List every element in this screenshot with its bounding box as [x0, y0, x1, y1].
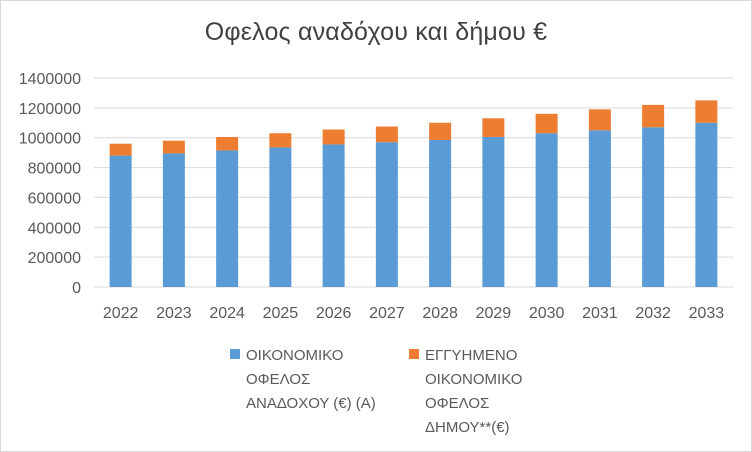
bar-municipality: [535, 113, 558, 134]
x-tick-label: 2030: [529, 305, 565, 322]
y-tick-label: 600000: [28, 190, 81, 207]
x-tick-label: 2023: [156, 305, 192, 322]
bar-municipality: [588, 109, 611, 131]
legend-item-contractor: ΟΙΚΟΝΟΜΙΚΟ ΟΦΕΛΟΣ ΑΝΑΔΟΧΟΥ (€) (Α): [230, 344, 406, 416]
x-tick-label: 2033: [689, 305, 725, 322]
x-tick-label: 2024: [209, 305, 245, 322]
y-tick-label: 800000: [28, 161, 81, 178]
x-tick-label: 2028: [422, 305, 458, 322]
bar-municipality: [642, 104, 665, 128]
bar-contractor: [162, 153, 185, 287]
bar-contractor: [375, 142, 398, 287]
legend-item-municipality: ΕΓΓΥΗΜΕΝΟ ΟΙΚΟΝΟΜΙΚΟ ΟΦΕΛΟΣ ΔΗΜΟΥ**(€): [409, 344, 585, 440]
y-tick-label: 1200000: [19, 101, 81, 118]
bar-contractor: [109, 155, 132, 287]
bar-municipality: [375, 126, 398, 143]
x-tick-label: 2022: [103, 305, 139, 322]
y-tick-label: 1000000: [19, 131, 81, 148]
bar-municipality: [109, 143, 132, 156]
bar-contractor: [322, 144, 345, 287]
x-tick-label: 2031: [582, 305, 618, 322]
bar-contractor: [695, 122, 718, 288]
bar-contractor: [429, 139, 452, 287]
y-tick-label: 0: [72, 280, 81, 297]
legend-swatch-municipality: [409, 349, 419, 359]
bar-contractor: [482, 136, 505, 287]
bar-contractor: [535, 133, 558, 287]
x-tick-label: 2032: [635, 305, 671, 322]
chart-title: Οφελος αναδόχου και δήμου €: [204, 18, 548, 46]
bar-municipality: [269, 133, 292, 148]
bar-contractor: [216, 150, 239, 287]
bar-municipality: [162, 140, 185, 154]
y-tick-label: 1400000: [19, 71, 81, 88]
x-tick-label: 2027: [369, 305, 405, 322]
bar-municipality: [429, 122, 452, 140]
bar-municipality: [216, 136, 239, 151]
bar-municipality: [695, 100, 718, 123]
legend-label-municipality: ΕΓΓΥΗΜΕΝΟ ΟΙΚΟΝΟΜΙΚΟ ΟΦΕΛΟΣ ΔΗΜΟΥ**(€): [425, 347, 523, 436]
x-tick-label: 2025: [263, 305, 299, 322]
x-tick-label: 2029: [476, 305, 512, 322]
bar-municipality: [322, 129, 345, 145]
bar-contractor: [588, 130, 611, 287]
legend-swatch-contractor: [230, 349, 240, 359]
y-tick-label: 200000: [28, 250, 81, 267]
y-tick-label: 400000: [28, 220, 81, 237]
bar-contractor: [642, 127, 665, 287]
x-tick-label: 2026: [316, 305, 352, 322]
legend-label-contractor: ΟΙΚΟΝΟΜΙΚΟ ΟΦΕΛΟΣ ΑΝΑΔΟΧΟΥ (€) (Α): [246, 347, 376, 412]
bar-contractor: [269, 147, 292, 287]
bar-municipality: [482, 118, 505, 137]
